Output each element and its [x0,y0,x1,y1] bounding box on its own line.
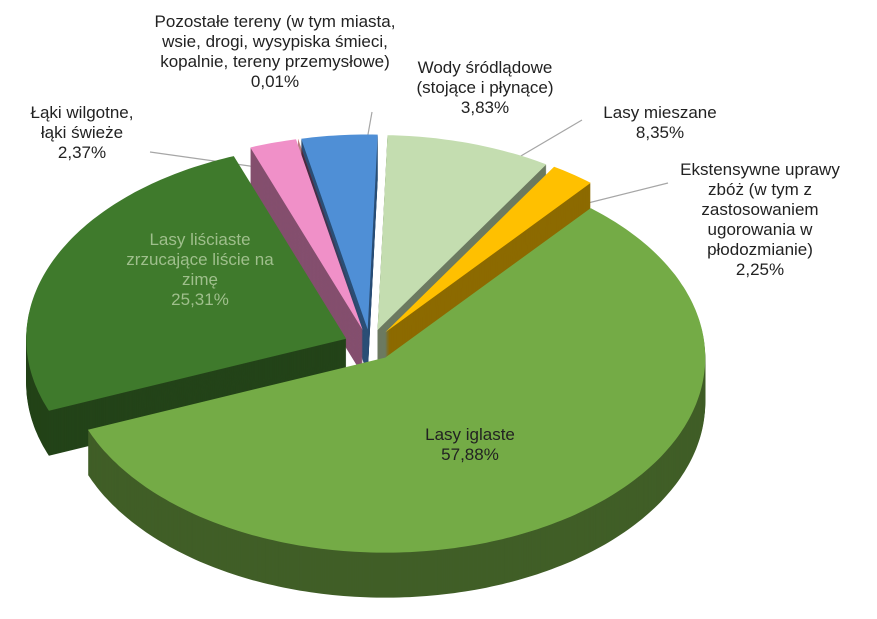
slice [26,156,347,411]
value-label: 25,31% [171,290,229,309]
slice [301,134,378,330]
slice-side [297,143,365,334]
slice [297,139,365,330]
value-label: 2,25% [735,260,785,279]
pie [26,134,706,598]
slice-group [26,156,347,456]
data-label: Pozostałe tereny (w tym miasta, wsie, dr… [144,12,406,92]
category-label: Lasy mieszane [603,103,717,122]
slice-side [297,144,365,335]
category-label: Lasy iglaste [425,425,515,444]
category-label: Lasy liściaste zrzucające liście na zimę [126,230,274,289]
value-label: 8,35% [635,123,685,142]
value-label: 0,01% [250,72,300,91]
category-label: Ekstensywne uprawy zbóż (w tym z zastoso… [680,160,840,259]
slice-group [87,208,706,598]
slice-side [297,142,365,333]
data-label: Łąki wilgotne, łąki świeże 2,37% [26,103,138,163]
data-label: Ekstensywne uprawy zbóż (w tym z zastoso… [673,160,848,280]
data-label: Wody śródlądowe (stojące i płynące) 3,83% [395,58,575,118]
category-label: Pozostałe tereny (w tym miasta, wsie, dr… [154,12,396,71]
slice-side [297,141,365,332]
category-label: Wody śródlądowe (stojące i płynące) [416,58,554,97]
data-label: Lasy liściaste zrzucające liście na zimę… [118,230,283,310]
slice-side [297,140,365,331]
value-label: 2,37% [57,143,107,162]
slice [250,139,363,330]
slice [385,166,591,333]
value-label: 57,88% [441,445,499,464]
value-label: 3,83% [460,98,510,117]
slice [377,135,547,331]
slice [87,208,706,553]
category-label: Łąki wilgotne, łąki świeże [30,103,134,142]
data-label: Lasy iglaste 57,88% [370,425,570,465]
data-label: Lasy mieszane 8,35% [580,103,740,143]
slice-group [250,139,363,375]
